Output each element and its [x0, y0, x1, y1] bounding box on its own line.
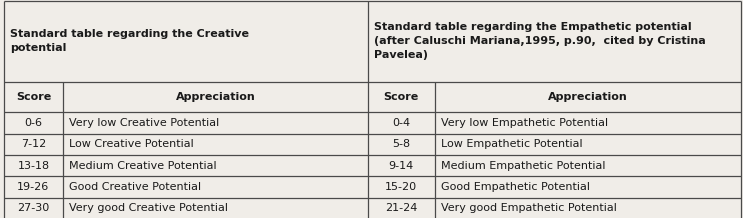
Text: Score: Score — [16, 92, 51, 102]
Text: Good Empathetic Potential: Good Empathetic Potential — [441, 182, 590, 192]
Text: 13-18: 13-18 — [17, 161, 50, 171]
Text: 0-6: 0-6 — [25, 118, 42, 128]
Text: 7-12: 7-12 — [21, 139, 46, 149]
Text: Low Empathetic Potential: Low Empathetic Potential — [441, 139, 583, 149]
Text: 9-14: 9-14 — [389, 161, 414, 171]
Text: Very low Empathetic Potential: Very low Empathetic Potential — [441, 118, 608, 128]
Text: 27-30: 27-30 — [17, 203, 50, 213]
Text: Standard table regarding the Creative
potential: Standard table regarding the Creative po… — [10, 29, 249, 53]
Text: 5-8: 5-8 — [392, 139, 410, 149]
Text: Appreciation: Appreciation — [548, 92, 628, 102]
Text: Low Creative Potential: Low Creative Potential — [69, 139, 194, 149]
Text: Score: Score — [383, 92, 419, 102]
Text: Very good Empathetic Potential: Very good Empathetic Potential — [441, 203, 617, 213]
Text: Medium Empathetic Potential: Medium Empathetic Potential — [441, 161, 605, 171]
Text: Appreciation: Appreciation — [175, 92, 256, 102]
Text: 21-24: 21-24 — [385, 203, 418, 213]
Text: Good Creative Potential: Good Creative Potential — [69, 182, 201, 192]
Text: 0-4: 0-4 — [392, 118, 410, 128]
Text: 15-20: 15-20 — [385, 182, 418, 192]
Text: 19-26: 19-26 — [17, 182, 50, 192]
Text: Standard table regarding the Empathetic potential
(after Caluschi Mariana,1995, : Standard table regarding the Empathetic … — [374, 22, 706, 60]
Text: Very low Creative Potential: Very low Creative Potential — [69, 118, 219, 128]
Text: Medium Creative Potential: Medium Creative Potential — [69, 161, 217, 171]
Text: Very good Creative Potential: Very good Creative Potential — [69, 203, 228, 213]
